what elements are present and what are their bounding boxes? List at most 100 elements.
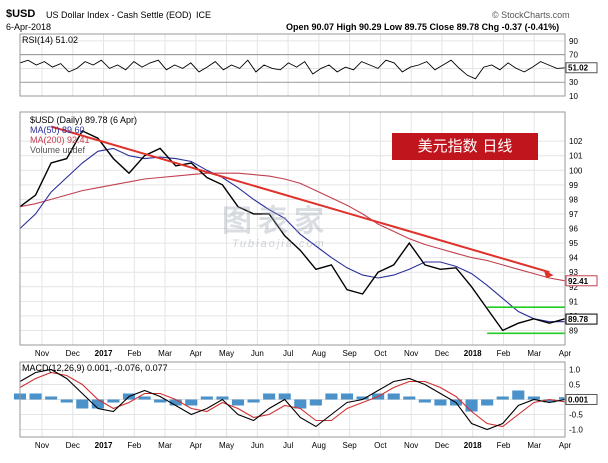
macd-x-label: Sep — [343, 441, 358, 450]
macd-x-label: Aug — [312, 441, 326, 450]
price-x-label: Feb — [497, 349, 511, 358]
macd-histogram-bar — [481, 399, 494, 406]
chart-banner: 美元指数 日线 — [392, 133, 538, 160]
date-label: 6-Apr-2018 — [6, 22, 52, 32]
macd-x-label: Feb — [497, 441, 511, 450]
macd-signal-line — [19, 371, 566, 428]
macd-histogram-bar — [247, 399, 260, 403]
exchange-label: ICE — [196, 10, 212, 20]
macd-x-label: 2018 — [464, 441, 482, 450]
ma50-line — [19, 147, 565, 323]
price-x-label: Dec — [66, 349, 80, 358]
rsi-last-value: 51.02 — [568, 64, 589, 73]
price-x-label: Dec — [435, 349, 449, 358]
macd-histogram-bar — [496, 396, 509, 400]
macd-histogram-bar — [76, 399, 89, 409]
macd-histogram-bar — [325, 393, 338, 400]
rsi-line — [19, 59, 566, 80]
price-tick-label: 98 — [569, 195, 578, 204]
macd-histogram-bar — [45, 396, 58, 400]
price-tick-label: 91 — [569, 297, 578, 306]
price-tick-label: 93 — [569, 268, 578, 277]
macd-legend: MACD(12,26,9) 0.001, -0.076, 0.077 — [22, 363, 168, 373]
macd-histogram-bar — [418, 399, 431, 403]
rsi-panel-frame — [19, 33, 566, 97]
ma200-last-value-box — [565, 275, 598, 287]
macd-histogram-bar — [169, 399, 182, 406]
macd-x-label: Jul — [283, 441, 293, 450]
price-last-value: 89.78 — [568, 315, 589, 324]
price-tick-label: 99 — [569, 181, 578, 190]
macd-x-label: Oct — [374, 441, 387, 450]
rsi-tick-label: 30 — [569, 78, 578, 87]
rsi-legend: RSI(14) 51.02 — [22, 35, 79, 45]
price-tick-label: 95 — [569, 239, 578, 248]
ma200-last-value: 92.41 — [568, 277, 589, 286]
price-x-label: Nov — [35, 349, 49, 358]
price-tick-label: 97 — [569, 210, 578, 219]
macd-x-label: May — [219, 441, 234, 450]
macd-histogram-bar — [278, 393, 291, 400]
macd-line — [19, 368, 566, 431]
macd-last-value-box — [565, 393, 598, 405]
price-panel-frame — [19, 111, 566, 346]
macd-histogram-bar — [434, 399, 447, 406]
macd-histogram-bar — [185, 399, 198, 406]
macd-x-label: 2017 — [95, 441, 113, 450]
macd-histogram-bar — [231, 399, 245, 406]
price-x-label: Feb — [127, 349, 141, 358]
macd-histogram-bar — [309, 399, 322, 406]
macd-x-label: Jun — [251, 441, 264, 450]
price-tick-label: 101 — [569, 152, 583, 161]
watermark-url: Tubiaojia.com — [232, 238, 326, 250]
price-tick-label: 102 — [569, 137, 583, 146]
macd-tick-label: 1.0 — [569, 366, 581, 375]
macd-histogram-bar — [154, 399, 167, 403]
ma200-legend: MA(200) 92.41 — [30, 135, 90, 145]
macd-x-label: Apr — [559, 441, 572, 450]
rsi-tick-label: 90 — [569, 37, 578, 46]
price-tick-label: 100 — [569, 166, 583, 175]
price-last-value-box — [565, 313, 598, 325]
price-x-label: Aug — [312, 349, 326, 358]
macd-histogram-bar — [340, 393, 354, 400]
macd-histogram-bar — [543, 399, 556, 403]
price-x-label: Oct — [374, 349, 387, 358]
price-x-label: 2017 — [95, 349, 113, 358]
price-x-label: 2018 — [464, 349, 482, 358]
macd-histogram-bar — [294, 399, 307, 409]
macd-x-label: Apr — [190, 441, 203, 450]
rsi-tick-label: 10 — [569, 92, 578, 101]
macd-histogram-bar — [29, 393, 42, 400]
price-tick-label: 89 — [569, 326, 578, 335]
ma200-line — [19, 172, 566, 282]
macd-histogram-bar — [465, 399, 478, 412]
price-tick-label: 94 — [569, 254, 578, 263]
macd-panel-frame — [19, 361, 566, 438]
price-tick-label: 96 — [569, 225, 578, 234]
macd-x-label: Nov — [404, 441, 418, 450]
macd-histogram-bar — [512, 390, 525, 400]
ma50-legend: MA(50) 89.60 — [30, 125, 85, 135]
macd-x-label: Mar — [158, 441, 172, 450]
macd-histogram-bar — [527, 396, 540, 400]
price-x-label: Mar — [527, 349, 541, 358]
macd-x-label: Mar — [527, 441, 541, 450]
macd-histogram-bar — [263, 393, 276, 400]
price-x-label: Sep — [343, 349, 358, 358]
copyright-text: © StockCharts.com — [492, 10, 570, 20]
price-line — [19, 129, 566, 332]
macd-histogram-bar — [200, 396, 213, 400]
macd-histogram-bar — [403, 396, 416, 400]
macd-last-value: 0.001 — [568, 395, 589, 404]
macd-histogram-bar — [216, 396, 229, 400]
macd-histogram-bar — [138, 396, 151, 400]
macd-histogram-bar — [356, 396, 369, 400]
macd-tick-label: -0.5 — [569, 411, 583, 420]
price-x-label: May — [219, 349, 234, 358]
index-name: US Dollar Index - Cash Settle (EOD) — [46, 10, 192, 20]
volume-legend: Volume undef — [30, 145, 86, 155]
price-x-label: Jun — [251, 349, 264, 358]
macd-histogram-bar — [107, 399, 120, 403]
